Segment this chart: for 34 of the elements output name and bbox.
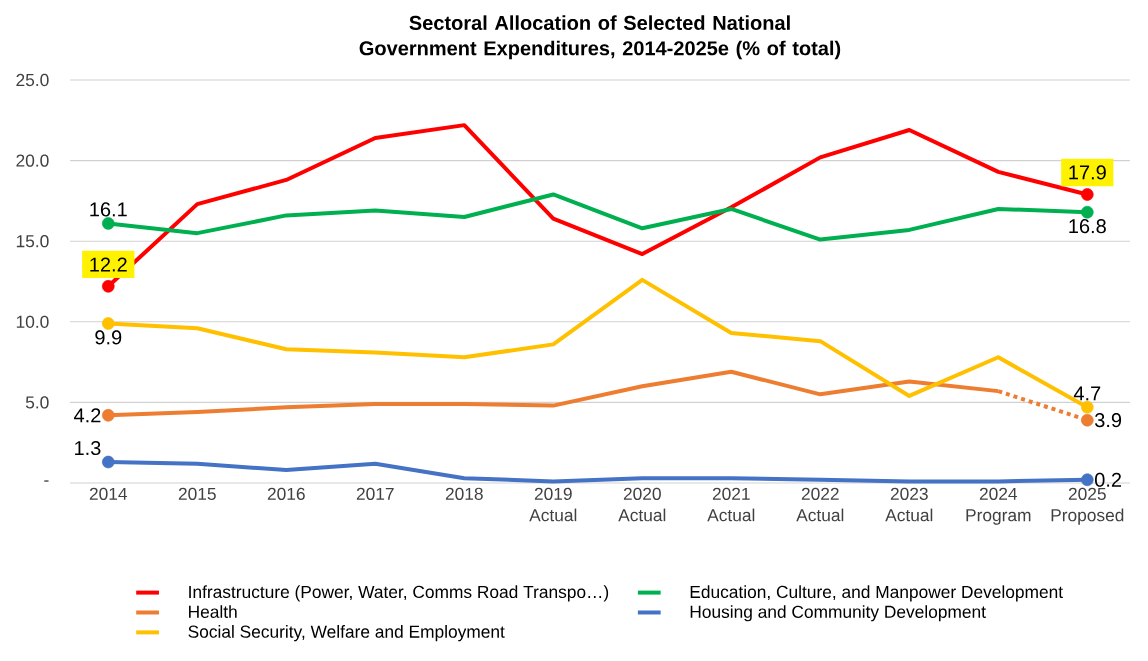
x-tick-label: 2022 Actual: [796, 487, 844, 522]
y-tick-label: 20.0: [16, 154, 49, 167]
data-label: 17.9: [1069, 165, 1106, 180]
data-label: 16.1: [90, 202, 127, 217]
legend-label: Health: [189, 605, 237, 618]
data-label: 0.2: [1095, 472, 1122, 487]
x-tick-label: 2025 Proposed: [1051, 487, 1124, 525]
chart-title: Sectoral Allocation of Selected National Government Expenditures, 2014-2025e (% of total): [359, 15, 841, 60]
data-label: 4.2: [74, 408, 101, 423]
x-tick-label: 2019 Actual: [529, 487, 577, 522]
data-label: 16.8: [1069, 219, 1106, 234]
x-tick-label: 2020 Actual: [618, 487, 666, 522]
legend-label: Housing and Community Development: [690, 605, 986, 622]
x-tick-label: 2017: [356, 487, 394, 500]
y-tick-label: 5.0: [25, 396, 49, 409]
x-tick-label: 2016: [267, 487, 305, 500]
legend-label: Education, Culture, and Manpower Development: [690, 585, 1063, 602]
x-tick-label: 2014: [89, 487, 128, 500]
legend-label: Social Security, Welfare and Employment: [188, 625, 505, 642]
data-label: 9.9: [95, 330, 122, 345]
data-label: 12.2: [90, 257, 127, 272]
x-tick-label: 2015: [178, 487, 216, 500]
y-tick-label: -: [44, 480, 49, 482]
y-tick-label: 15.0: [16, 235, 49, 248]
x-tick-label: 2021 Actual: [707, 487, 755, 522]
x-tick-label: 2018: [445, 487, 483, 500]
data-label: 4.7: [1073, 386, 1101, 401]
legend-label: Infrastructure (Power, Water, Comms Road Transpo…): [189, 585, 609, 602]
data-label: 1.3: [75, 440, 101, 456]
data-label: 3.9: [1094, 413, 1122, 428]
x-tick-label: 2023 Actual: [885, 487, 933, 522]
x-tick-label: 2024 Program: [966, 487, 1031, 525]
y-tick-label: 25.0: [16, 73, 49, 87]
y-tick-label: 10.0: [16, 315, 49, 328]
